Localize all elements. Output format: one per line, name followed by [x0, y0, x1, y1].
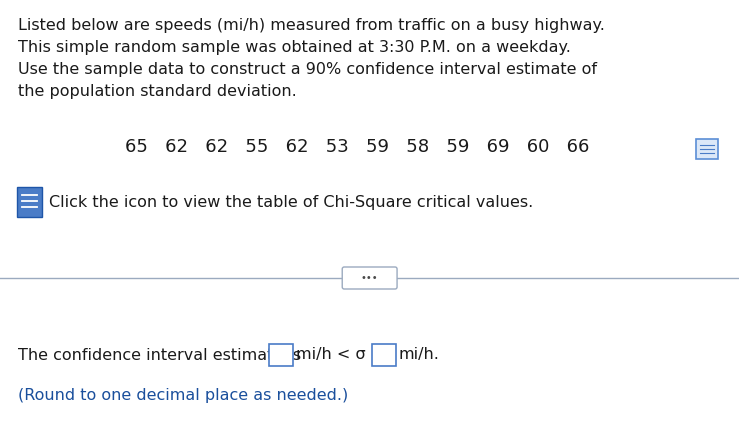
FancyBboxPatch shape: [372, 344, 396, 366]
Text: 65   62   62   55   62   53   59   58   59   69   60   66: 65 62 62 55 62 53 59 58 59 69 60 66: [125, 138, 590, 156]
Text: Use the sample data to construct a 90% confidence interval estimate of: Use the sample data to construct a 90% c…: [17, 62, 596, 77]
Text: mi/h < σ <: mi/h < σ <: [296, 347, 384, 363]
Text: •••: •••: [361, 273, 378, 283]
FancyBboxPatch shape: [342, 267, 397, 289]
FancyBboxPatch shape: [270, 344, 293, 366]
Text: The confidence interval estimate is: The confidence interval estimate is: [17, 347, 300, 363]
Text: mi/h.: mi/h.: [399, 347, 439, 363]
Text: This simple random sample was obtained at 3:30 P.M. on a weekday.: This simple random sample was obtained a…: [17, 40, 571, 55]
Text: the population standard deviation.: the population standard deviation.: [17, 84, 297, 99]
Text: Click the icon to view the table of Chi-Square critical values.: Click the icon to view the table of Chi-…: [49, 194, 533, 209]
FancyBboxPatch shape: [696, 139, 718, 159]
Text: (Round to one decimal place as needed.): (Round to one decimal place as needed.): [17, 388, 348, 403]
Text: Listed below are speeds (mi/h) measured from traffic on a busy highway.: Listed below are speeds (mi/h) measured …: [17, 18, 605, 33]
FancyBboxPatch shape: [17, 187, 42, 217]
